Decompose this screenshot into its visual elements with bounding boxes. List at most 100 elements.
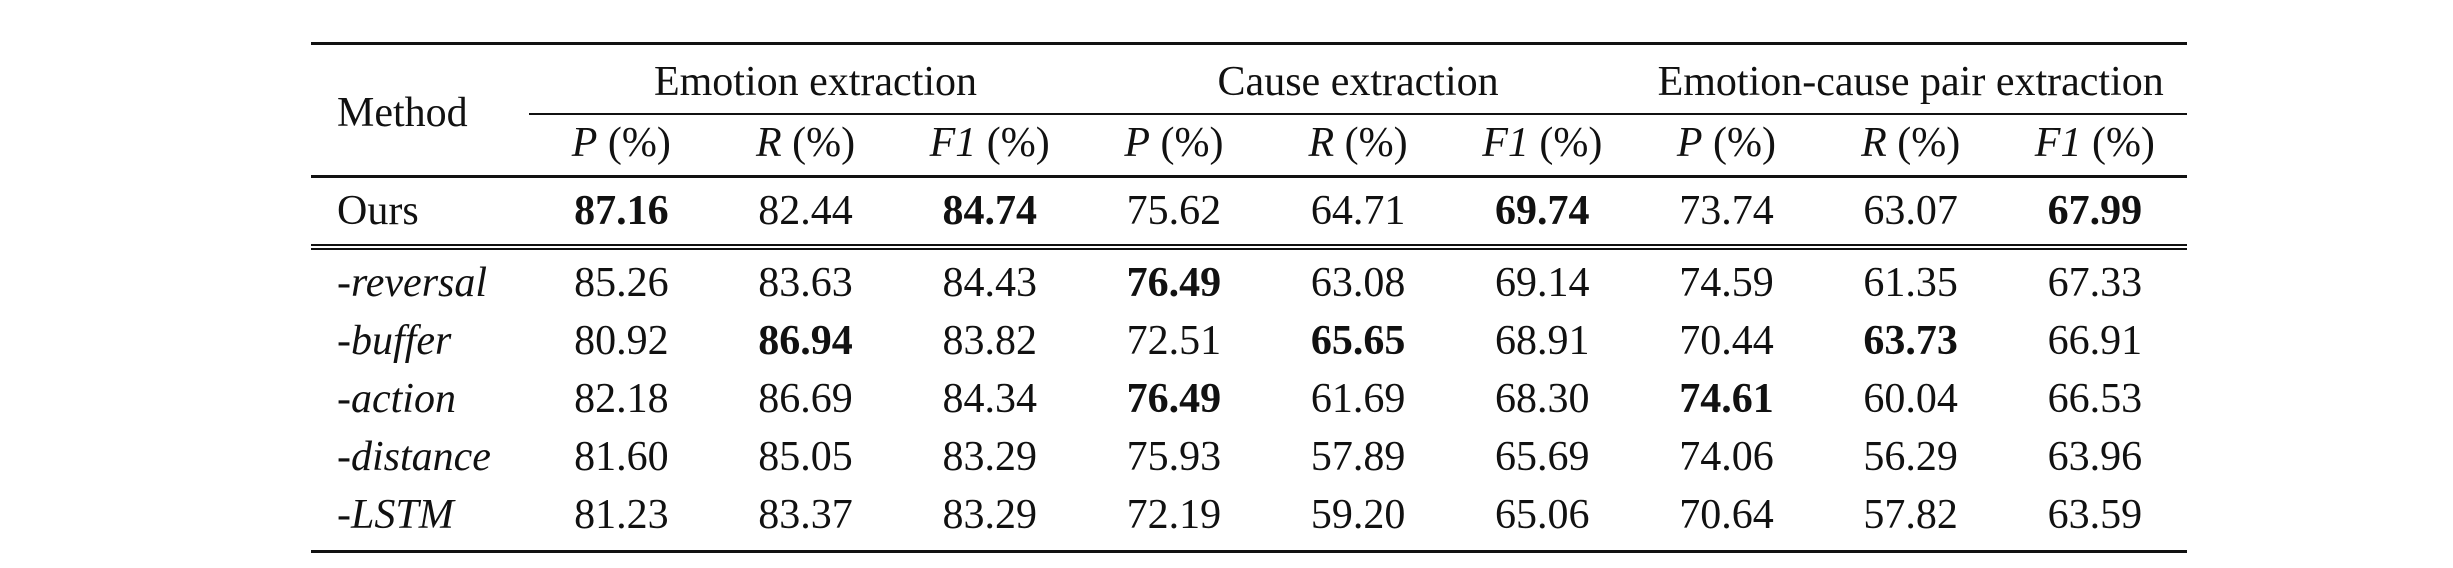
- table-cell: 75.62: [1081, 175, 1266, 247]
- table-cell: 60.04: [1863, 376, 1958, 422]
- group-header-emotion: Emotion extraction: [529, 42, 1082, 115]
- table-cell: 76.49: [1126, 376, 1222, 422]
- table-cell: 59.20: [1265, 486, 1451, 553]
- table-cell: 61.69: [1310, 376, 1406, 422]
- metric-unit: (%): [1149, 120, 1224, 166]
- metric-symbol: R: [755, 120, 782, 166]
- table-row: Ours 87.16 82.44 84.74 75.62 64.71 69.74 73.74 6…: [311, 175, 2187, 247]
- table-row: -distance 81.60 85.05 83.29 75.93 57.89 65.69 7…: [311, 428, 2187, 486]
- table-cell: 69.74: [1450, 175, 1635, 247]
- table-cell: 66.91: [2047, 318, 2143, 364]
- table-cell: 74.06: [1679, 434, 1774, 480]
- table-cell: 69.14: [1450, 244, 1635, 312]
- table-cell: 63.96: [2047, 434, 2143, 480]
- table-header: Method Emotion extraction Cause extracti…: [311, 42, 2187, 178]
- table-row: -action 82.18 86.69 84.34 76.49 61.69 68.30 74.…: [311, 370, 2187, 428]
- table-cell: 84.43: [897, 244, 1082, 312]
- table-cell: 83.63: [713, 244, 898, 312]
- table-cell: 68.30: [1495, 376, 1590, 422]
- metric-symbol: P: [1676, 120, 1703, 166]
- table-cell: 81.23: [529, 486, 714, 553]
- table-row: -LSTM 81.23 83.37 83.29 72.19 59.20 65.06 70.64…: [311, 486, 2187, 553]
- table-cell: 82.44: [713, 175, 898, 247]
- metric-header-p: P (%): [1081, 114, 1266, 178]
- metric-header-p: P (%): [529, 114, 714, 178]
- table-cell: 66.53: [2047, 376, 2143, 422]
- main-results: Ours 87.16 82.44 84.74 75.62 64.71 69.74 73.74 6…: [311, 175, 2187, 247]
- metric-header-p: P (%): [1634, 114, 1819, 178]
- metric-unit: (%): [1886, 120, 1961, 166]
- table-cell: 83.37: [713, 486, 898, 553]
- table-cell: 67.33: [2002, 244, 2187, 312]
- table-cell: 74.59: [1634, 244, 1819, 312]
- table-cell: 63.73: [1863, 318, 1958, 364]
- metric-symbol: F1: [929, 120, 977, 166]
- table-cell: 81.60: [574, 434, 669, 480]
- table-cell: 63.07: [1818, 175, 2003, 247]
- metric-symbol: R: [1308, 120, 1335, 166]
- table-cell: 63.59: [2002, 486, 2187, 553]
- metric-unit: (%): [2081, 120, 2155, 166]
- table-cell: 84.74: [897, 175, 1082, 247]
- table-row: -reversal 85.26 83.63 84.43 76.49 63.08 69.14 7…: [311, 244, 2187, 312]
- table-row: -buffer 80.92 86.94 83.82 72.51 65.65 68.91 70.…: [311, 312, 2187, 370]
- metric-unit: (%): [1528, 120, 1603, 166]
- table-cell: 73.74: [1634, 175, 1819, 247]
- results-table: Method Emotion extraction Cause extracti…: [311, 42, 2187, 553]
- metric-header-f1: F1 (%): [2002, 114, 2187, 178]
- ablation-results: -reversal 85.26 83.63 84.43 76.49 63.08 69.14 7…: [311, 244, 2187, 553]
- method-name: -distance: [337, 434, 491, 480]
- table-cell: 65.65: [1310, 318, 1406, 364]
- metric-unit: (%): [1334, 120, 1408, 166]
- table-cell: 83.29: [897, 486, 1082, 553]
- table-cell: 83.82: [942, 318, 1037, 364]
- method-name: -reversal: [311, 244, 530, 312]
- table-cell: 65.69: [1495, 434, 1590, 480]
- table-cell: 85.05: [758, 434, 853, 480]
- metric-unit: (%): [1702, 120, 1777, 166]
- method-header: Method: [311, 42, 530, 178]
- table-cell: 70.44: [1679, 318, 1774, 364]
- table-cell: 85.26: [529, 244, 714, 312]
- metric-unit: (%): [976, 120, 1050, 166]
- metric-header-row: P (%) R (%) F1 (%) P (%) R (%) F1 (%) P (%) R (…: [311, 114, 2187, 178]
- table-cell: 80.92: [574, 318, 669, 364]
- table-cell: 67.99: [2002, 175, 2187, 247]
- table-cell: 75.93: [1126, 434, 1222, 480]
- table-cell: 63.08: [1265, 244, 1451, 312]
- table-cell: 83.29: [942, 434, 1037, 480]
- metric-symbol: R: [1861, 120, 1887, 166]
- metric-header-r: R (%): [1818, 114, 2003, 178]
- table-cell: 72.19: [1081, 486, 1266, 553]
- table-cell: 64.71: [1265, 175, 1451, 247]
- table-cell: 72.51: [1126, 318, 1222, 364]
- table-cell: 57.89: [1310, 434, 1406, 480]
- method-name: -action: [337, 376, 456, 422]
- table-cell: 86.94: [758, 318, 853, 364]
- table-cell: 82.18: [574, 376, 669, 422]
- metric-unit: (%): [597, 120, 671, 166]
- metric-header-r: R (%): [713, 114, 898, 178]
- table-cell: 87.16: [529, 175, 714, 247]
- results-table-container: Method Emotion extraction Cause extracti…: [311, 42, 2187, 553]
- metric-symbol: F1: [1482, 120, 1529, 166]
- table-cell: 65.06: [1450, 486, 1635, 553]
- table-cell: 61.35: [1818, 244, 2003, 312]
- method-name: Ours: [311, 175, 530, 247]
- metric-header-f1: F1 (%): [1450, 114, 1635, 178]
- table-cell: 86.69: [758, 376, 853, 422]
- table-cell: 76.49: [1081, 244, 1266, 312]
- table-cell: 68.91: [1495, 318, 1590, 364]
- method-name: -LSTM: [311, 486, 530, 553]
- table-cell: 84.34: [942, 376, 1037, 422]
- metric-unit: (%): [781, 120, 856, 166]
- method-name: -buffer: [337, 318, 452, 364]
- group-header-cause: Cause extraction: [1081, 42, 1635, 115]
- table-cell: 70.64: [1634, 486, 1819, 553]
- metric-symbol: P: [571, 120, 598, 166]
- table-cell: 56.29: [1863, 434, 1958, 480]
- table-cell: 74.61: [1679, 376, 1774, 422]
- metric-header-f1: F1 (%): [897, 114, 1082, 178]
- metric-header-r: R (%): [1265, 114, 1451, 178]
- metric-symbol: F1: [2034, 120, 2082, 166]
